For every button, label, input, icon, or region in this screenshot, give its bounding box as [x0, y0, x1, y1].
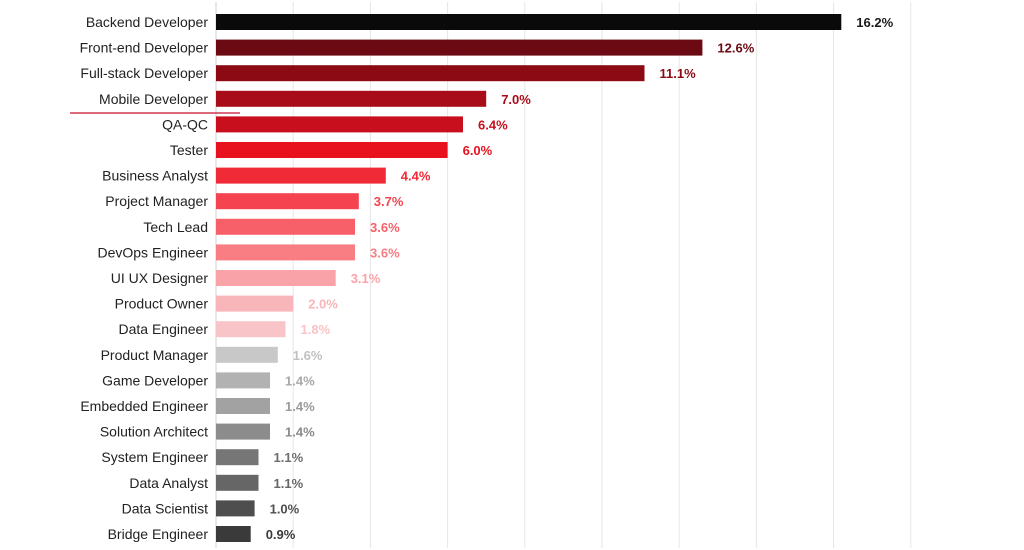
- bar: [216, 14, 842, 30]
- bar: [216, 65, 645, 82]
- bar: [216, 321, 286, 338]
- category-label: Tester: [170, 142, 208, 158]
- value-label: 16.2%: [856, 15, 893, 30]
- value-label: 1.0%: [270, 501, 300, 516]
- bar: [216, 270, 336, 286]
- category-label: DevOps Engineer: [97, 244, 208, 260]
- category-label: Full-stack Developer: [80, 65, 208, 81]
- bar: [216, 167, 386, 184]
- value-label: 2.0%: [308, 297, 338, 312]
- category-label: UI UX Designer: [111, 270, 209, 286]
- bar: [216, 500, 255, 517]
- value-label: 1.4%: [285, 399, 315, 414]
- category-label: Bridge Engineer: [108, 526, 209, 542]
- value-label: 1.4%: [285, 425, 315, 440]
- category-label: Embedded Engineer: [80, 398, 208, 414]
- bar: [216, 90, 487, 107]
- bar: [216, 449, 259, 466]
- value-label: 1.1%: [274, 476, 304, 491]
- bar: [216, 39, 703, 56]
- value-label: 0.9%: [266, 527, 296, 542]
- value-label: 11.1%: [660, 66, 697, 81]
- bar: [216, 218, 355, 235]
- value-label: 6.0%: [463, 143, 493, 158]
- category-label: Tech Lead: [143, 219, 208, 235]
- value-label: 3.6%: [370, 220, 400, 235]
- value-label: 3.6%: [370, 245, 400, 260]
- category-label: Project Manager: [105, 193, 208, 209]
- bar: [216, 193, 359, 210]
- category-label: Data Engineer: [118, 321, 208, 337]
- bar: [216, 346, 278, 363]
- category-label: Product Owner: [115, 296, 209, 312]
- category-label: Backend Developer: [86, 14, 209, 30]
- bar: [216, 398, 270, 414]
- value-label: 3.7%: [374, 194, 404, 209]
- value-label: 6.4%: [478, 117, 508, 132]
- category-label: Solution Architect: [100, 424, 208, 440]
- bar: [216, 474, 259, 491]
- value-label: 1.1%: [274, 450, 304, 465]
- value-label: 12.6%: [717, 41, 754, 56]
- bar: [216, 295, 294, 312]
- category-labels: Backend Developer Front-end Developer Full…: [80, 14, 209, 542]
- value-label: 3.1%: [351, 271, 381, 286]
- value-label: 1.6%: [293, 348, 323, 363]
- bar: [216, 142, 448, 158]
- value-label: 7.0%: [501, 92, 531, 107]
- value-labels: 16.2% 12.6% 11.1% 7.0% 6.4% 6.0% 4.4% 3.7% 3.6% 3…: [266, 15, 894, 542]
- bar: [216, 244, 355, 261]
- category-label: QA-QC: [162, 116, 208, 132]
- bar: [216, 116, 463, 133]
- category-label: Product Manager: [101, 347, 209, 363]
- value-label: 4.4%: [401, 169, 431, 184]
- grid-lines: [292, 2, 912, 548]
- category-label: System Engineer: [101, 449, 208, 465]
- bar: [216, 526, 251, 542]
- category-label: Mobile Developer: [99, 91, 208, 107]
- bars: [216, 14, 842, 542]
- category-label: Data Scientist: [122, 500, 208, 516]
- value-label: 1.4%: [285, 373, 315, 388]
- category-label: Data Analyst: [129, 475, 208, 491]
- bar: [216, 372, 270, 389]
- category-label: Game Developer: [102, 372, 208, 388]
- category-label: Business Analyst: [102, 168, 208, 184]
- bar: [216, 423, 270, 440]
- category-label: Front-end Developer: [80, 40, 209, 56]
- value-label: 1.8%: [301, 322, 331, 337]
